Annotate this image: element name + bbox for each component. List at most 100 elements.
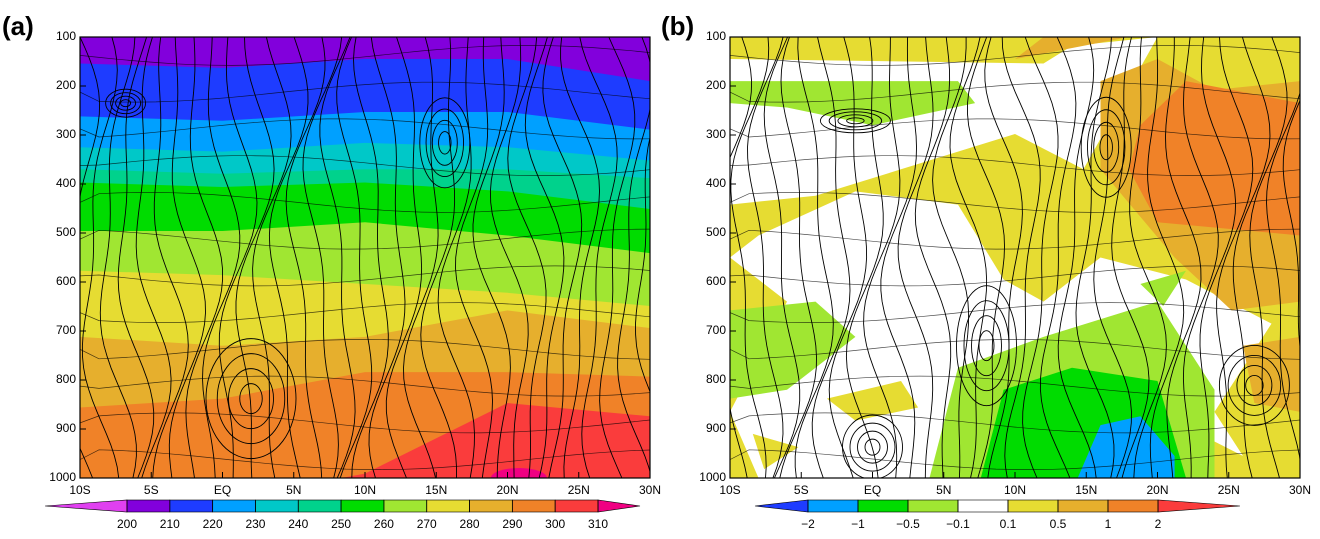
- vortex: [1093, 121, 1120, 173]
- vortex: [1099, 134, 1113, 161]
- streamline: [560, 37, 600, 478]
- colorbar-bin: [957, 499, 1009, 513]
- streamline: [80, 302, 650, 323]
- streamline: [1266, 91, 1300, 463]
- streamline: [914, 37, 952, 478]
- x-tick-label: 30N: [639, 483, 661, 497]
- vortex: [1218, 344, 1290, 426]
- streamline: [763, 37, 801, 478]
- colorbar-bin: [212, 499, 256, 513]
- vortex: [978, 330, 995, 362]
- vortex: [239, 383, 263, 415]
- streamline: [168, 37, 206, 478]
- colorbar-label: −0.5: [896, 517, 920, 531]
- colorbar-label: −0.1: [946, 517, 970, 531]
- y-tick-label: 600: [706, 274, 726, 288]
- colorbar-label: 210: [160, 517, 180, 531]
- x-tick-label: 30N: [1289, 483, 1311, 497]
- y-tick-label: 100: [706, 29, 726, 43]
- streamline: [730, 192, 1300, 213]
- colorbar-bin: [1057, 499, 1109, 513]
- streamline: [730, 302, 1300, 323]
- vortex: [431, 119, 458, 166]
- colorbar-label: 290: [502, 517, 522, 531]
- colorbar-bin: [255, 499, 299, 513]
- streamline: [1111, 37, 1150, 478]
- x-tick-label: 25N: [568, 483, 590, 497]
- streamline: [336, 37, 373, 478]
- streamline: [80, 412, 650, 434]
- streamline: [1075, 37, 1115, 478]
- colorbar-extension: [754, 499, 809, 513]
- streamline: [252, 37, 292, 478]
- x-tick-label: 15N: [425, 483, 447, 497]
- contour-fill: [826, 380, 919, 421]
- colorbar-label: 200: [117, 517, 137, 531]
- streamline: [730, 412, 1300, 434]
- vortex: [849, 422, 896, 472]
- y-tick-label: 700: [56, 323, 76, 337]
- vortex: [819, 108, 891, 134]
- streamline: [489, 37, 529, 478]
- vortex: [419, 97, 471, 189]
- vortex: [846, 117, 865, 125]
- contour-fill: [490, 468, 547, 478]
- y-tick-label: 900: [706, 421, 726, 435]
- x-tick-label: 5N: [286, 483, 301, 497]
- streamline: [794, 37, 834, 478]
- vortex: [205, 338, 297, 460]
- vortex: [842, 414, 903, 478]
- colorbar-label: 280: [460, 517, 480, 531]
- streamline: [80, 228, 650, 250]
- streamline: [730, 155, 1300, 176]
- streamline: [1001, 37, 1041, 478]
- panel-label: (a): [2, 11, 34, 41]
- x-tick-label: 20N: [496, 483, 518, 497]
- vortex: [228, 368, 274, 430]
- colorbar-extension: [597, 499, 641, 513]
- x-tick-label: 5S: [144, 483, 159, 497]
- y-tick-label: 600: [56, 274, 76, 288]
- vortex: [1227, 354, 1282, 416]
- colorbar-bin: [297, 499, 342, 513]
- streamline: [319, 37, 356, 478]
- colorbar-label: 0.5: [1050, 517, 1067, 531]
- x-tick-label: EQ: [864, 483, 881, 497]
- vortex: [105, 88, 147, 118]
- vortex: [1245, 374, 1264, 396]
- streamline: [185, 37, 224, 478]
- y-tick-label: 400: [56, 176, 76, 190]
- streamline: [80, 155, 650, 176]
- streamline: [285, 37, 326, 478]
- vortex: [963, 300, 1010, 392]
- streamline: [730, 339, 1300, 360]
- streamline: [80, 449, 650, 470]
- colorbar-label: 300: [545, 517, 565, 531]
- streamline: [1232, 37, 1271, 478]
- colorbar-label: 260: [374, 517, 394, 531]
- colorbar-label: 0.1: [1000, 517, 1017, 531]
- colorbar-bin: [1007, 499, 1059, 513]
- streamline: [1147, 37, 1185, 478]
- streamline: [524, 37, 565, 478]
- colorbar-label: −1: [851, 517, 865, 531]
- streamline: [949, 37, 988, 478]
- colorbar-label: −2: [801, 517, 815, 531]
- streamline: [472, 37, 511, 478]
- streamline: [730, 449, 1300, 470]
- vortex: [1086, 109, 1126, 186]
- streamline: [99, 37, 137, 478]
- streamline: [1165, 37, 1202, 478]
- colorbar-label: 250: [331, 517, 351, 531]
- colorbar-label: 240: [288, 517, 308, 531]
- streamline: [1199, 37, 1237, 478]
- vortex: [115, 95, 137, 111]
- streamline: [730, 118, 1300, 140]
- vortex: [837, 114, 874, 128]
- streamline: [202, 37, 241, 478]
- y-tick-label: 700: [706, 323, 726, 337]
- y-tick-label: 800: [706, 372, 726, 386]
- colorbar-bin: [1107, 499, 1159, 513]
- streamline: [80, 81, 650, 103]
- streamline: [984, 37, 1023, 478]
